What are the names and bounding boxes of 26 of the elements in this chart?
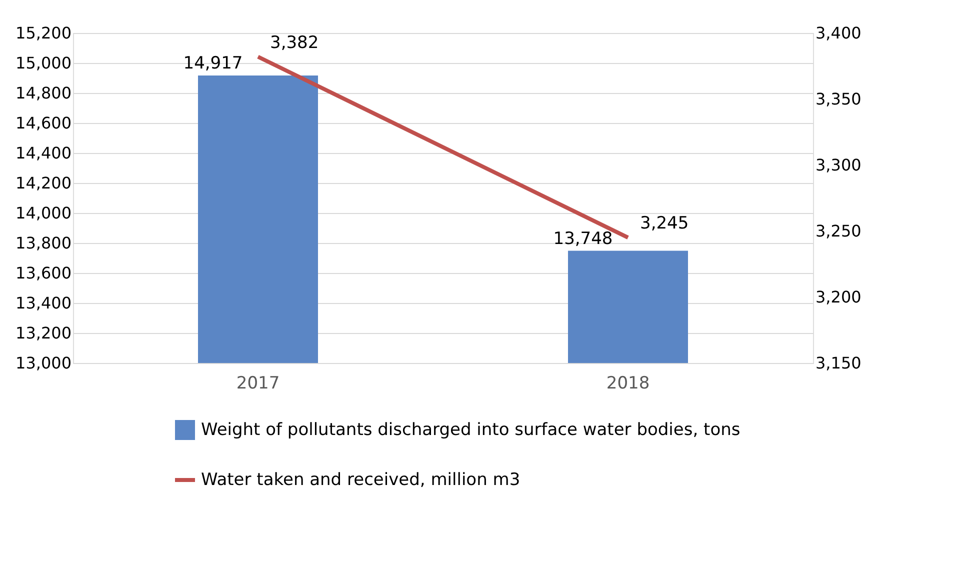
y-tick-label: 13,000 — [16, 354, 72, 372]
y-tick-label: 14,200 — [16, 174, 72, 192]
y-tick-label: 14,800 — [16, 84, 72, 102]
y2-tick-label: 3,200 — [816, 288, 862, 306]
y2-tick-label: 3,150 — [816, 354, 862, 372]
y-tick-label: 13,600 — [16, 264, 72, 282]
data-label: 14,917 — [183, 53, 243, 74]
y-tick-label: 14,400 — [16, 144, 72, 162]
legend-label: Water taken and received, million m3 — [201, 470, 520, 490]
y-tick-label: 14,600 — [16, 114, 72, 132]
data-label: 13,748 — [553, 228, 613, 249]
y-tick-label: 13,800 — [16, 234, 72, 252]
data-label: 3,245 — [640, 214, 689, 234]
y-tick-label: 15,200 — [16, 24, 72, 42]
y2-tick-label: 3,400 — [816, 24, 862, 42]
legend-label: Weight of pollutants discharged into surface water bodies, tons — [201, 420, 740, 440]
x-tick-label: 2017 — [236, 374, 280, 394]
y2-tick-label: 3,300 — [816, 156, 862, 174]
data-label: 3,382 — [270, 32, 319, 53]
y2-tick-label: 3,350 — [816, 90, 862, 108]
y2-tick-label: 3,250 — [816, 222, 862, 240]
y-tick-label: 13,400 — [16, 294, 72, 312]
y-tick-label: 15,000 — [16, 54, 72, 72]
y-tick-label: 13,200 — [16, 324, 72, 342]
x-tick-label: 2018 — [606, 374, 650, 394]
y-tick-label: 14,000 — [16, 204, 72, 222]
